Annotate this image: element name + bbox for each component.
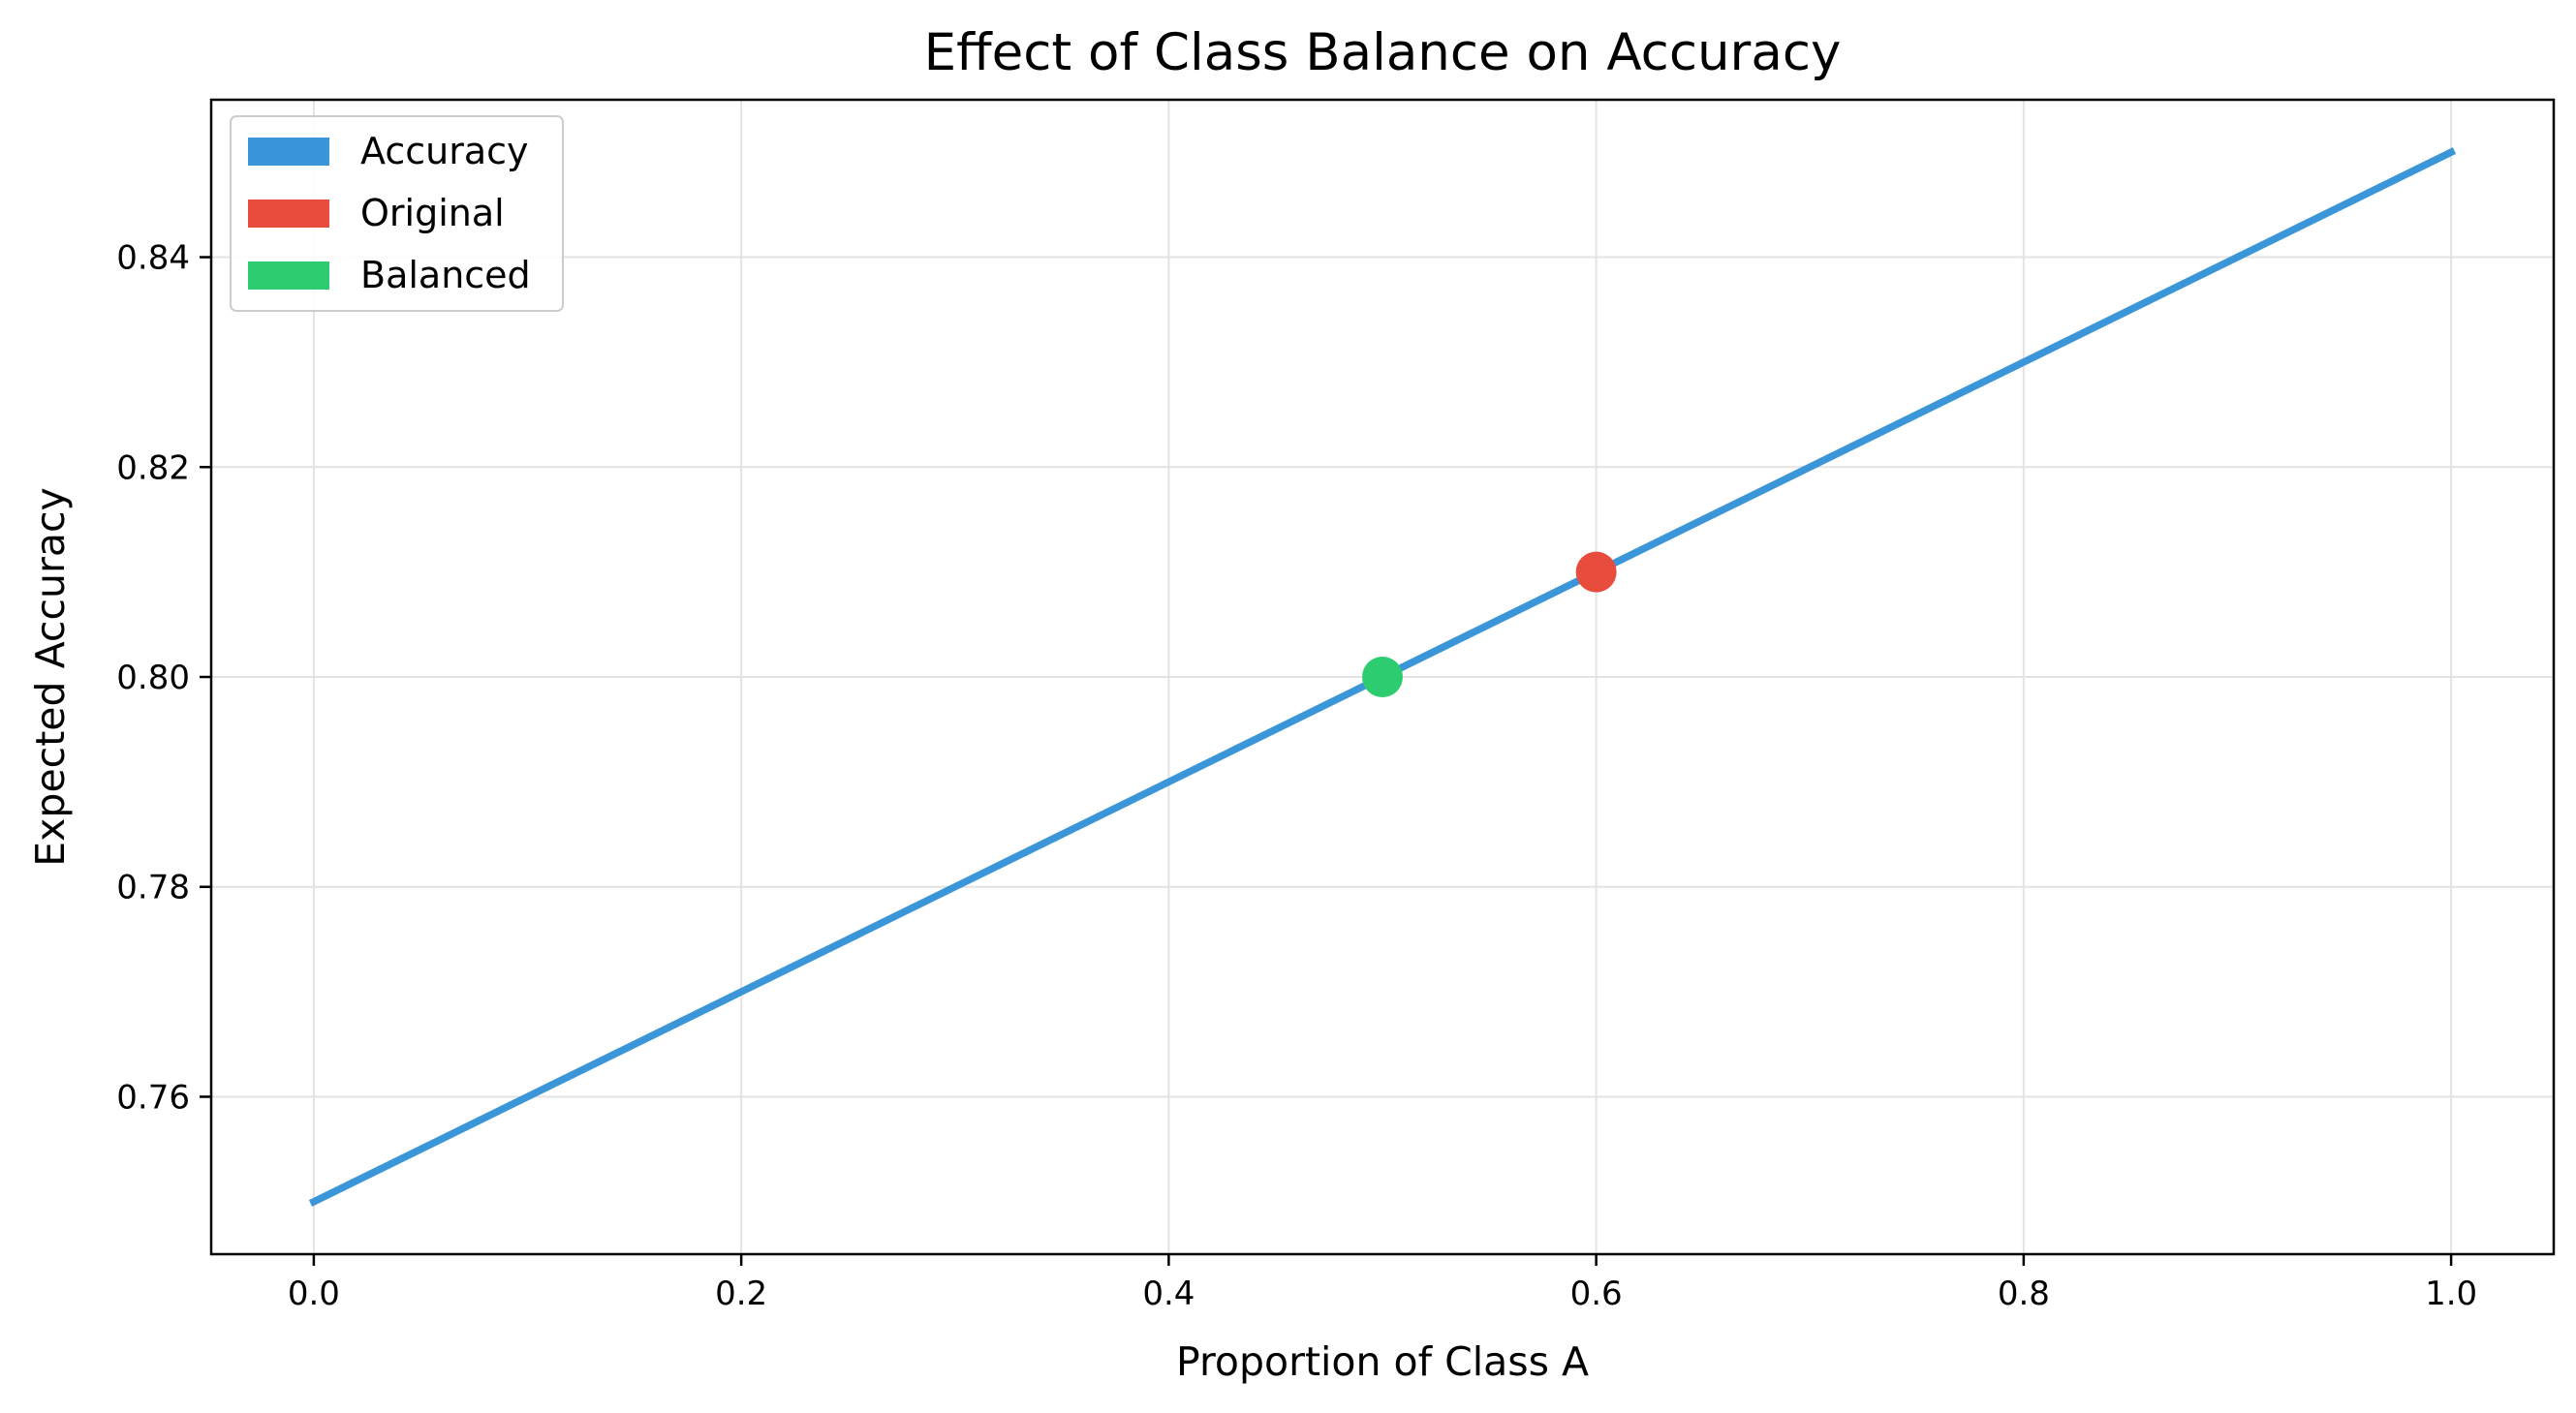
- original-point: [1575, 551, 1617, 593]
- y-tick-label: 0.82: [116, 448, 190, 487]
- legend-label-balanced: Balanced: [360, 254, 531, 296]
- legend-swatch-accuracy: [248, 138, 329, 166]
- y-tick-label: 0.78: [116, 869, 190, 907]
- x-tick-label: 0.8: [1998, 1275, 2050, 1313]
- legend-label-original: Original: [360, 192, 505, 234]
- legend-swatch-original: [248, 200, 329, 228]
- x-tick-label: 0.2: [715, 1275, 767, 1313]
- series-layer: [308, 147, 2457, 1207]
- x-tick-label: 0.0: [288, 1275, 340, 1313]
- legend: Accuracy Original Balanced: [230, 115, 564, 312]
- balanced-point: [1362, 657, 1403, 697]
- y-tick-label: 0.76: [116, 1078, 190, 1117]
- x-tick-label: 0.6: [1570, 1275, 1623, 1313]
- y-tick-label: 0.84: [116, 239, 190, 278]
- tick-layer: 0.0 0.2 0.4 0.6 0.8 1.0 0.76 0.78 0.80 0.82 0.84: [116, 239, 2477, 1313]
- x-tick-label: 0.4: [1142, 1275, 1195, 1313]
- legend-swatch-balanced: [248, 261, 329, 290]
- chart-title: Effect of Class Balance on Accuracy: [924, 23, 1842, 82]
- grid-layer: [211, 100, 2554, 1254]
- legend-label-accuracy: Accuracy: [360, 130, 529, 172]
- x-tick-label: 1.0: [2425, 1275, 2477, 1313]
- y-axis-label: Expected Accuracy: [27, 487, 74, 867]
- y-tick-label: 0.80: [116, 659, 190, 697]
- x-axis-label: Proportion of Class A: [1176, 1338, 1589, 1385]
